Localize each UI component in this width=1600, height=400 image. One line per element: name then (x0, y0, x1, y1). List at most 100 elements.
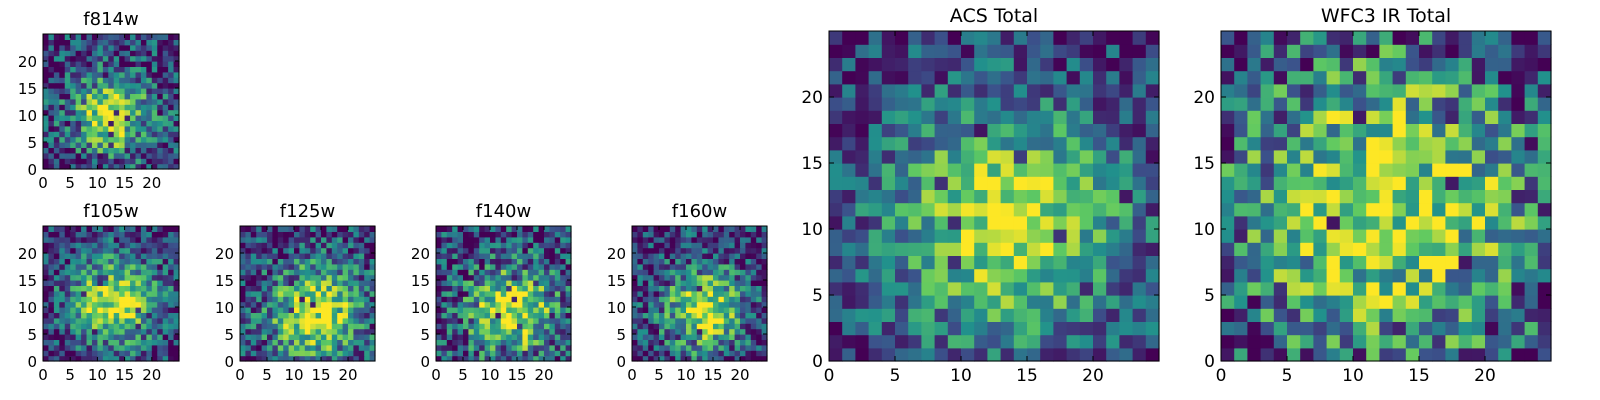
f814w-pixel (113, 93, 120, 100)
wfc3-ir-total-pixel (1511, 136, 1526, 151)
f105w-pixel (53, 334, 60, 340)
f160w-pixel (632, 280, 638, 286)
f160w-pixel (745, 242, 752, 249)
f814w-pixel (53, 104, 60, 111)
f125w-pixel (261, 226, 268, 232)
f140w-pixel (479, 339, 486, 346)
f814w-pixel (86, 61, 93, 67)
f814w-pixel (53, 147, 60, 154)
wfc3-ir-total-pixel (1273, 281, 1288, 296)
wfc3-ir-total-pixel (1287, 97, 1301, 111)
f125w-pixel (256, 269, 263, 276)
f105w-pixel (75, 285, 82, 292)
wfc3-ir-total-pixel (1366, 242, 1380, 256)
f814w-pixel (102, 61, 109, 67)
acs-total-pixel (1145, 308, 1160, 322)
wfc3-ir-total-xtick-label: 15 (1408, 366, 1430, 386)
wfc3-ir-total-pixel (1260, 281, 1275, 296)
f125w-pixel (321, 350, 327, 357)
acs-total-pixel (934, 176, 949, 190)
f140w-pixel (506, 344, 513, 351)
acs-total-pixel (947, 57, 962, 72)
f105w-pixel (64, 247, 71, 254)
f814w-pixel (97, 39, 104, 46)
acs-total-pixel (908, 57, 922, 72)
wfc3-ir-total-ytick-label: 20 (1193, 88, 1215, 108)
f160w-pixel (729, 323, 736, 330)
wfc3-ir-total-pixel (1511, 57, 1526, 72)
f140w-pixel (544, 263, 550, 270)
f140w-title: f140w (476, 201, 531, 222)
f814w-pixel (97, 152, 104, 159)
f105w-pixel (75, 269, 82, 276)
f125w-pixel (310, 236, 317, 243)
f814w-pixel (157, 120, 164, 127)
acs-total-pixel (961, 242, 975, 256)
f140w-pixel (473, 274, 480, 281)
f160w-pixel (756, 242, 763, 249)
f160w-pixel (642, 258, 649, 265)
f105w-pixel (81, 355, 88, 362)
acs-total-pixel (1132, 321, 1147, 336)
wfc3-ir-total-pixel (1260, 83, 1275, 98)
acs-total-pixel (1040, 268, 1054, 283)
f125w-pixel (326, 323, 333, 330)
f160w-pixel (675, 285, 682, 292)
f140w-pixel (463, 344, 469, 351)
f125w-pixel (348, 317, 354, 324)
f160w-xtick-label: 15 (703, 366, 722, 384)
f125w-pixel (299, 339, 306, 346)
acs-total-pixel (974, 321, 988, 336)
f125w-pixel (342, 236, 349, 243)
f125w-xtick-label: 15 (311, 366, 330, 384)
f140w-pixel (463, 355, 469, 362)
f814w-pixel (130, 104, 137, 111)
f140w-pixel (452, 290, 459, 297)
f125w-pixel (348, 350, 354, 357)
f160w-pixel (637, 350, 644, 357)
acs-total-pixel (1132, 281, 1147, 296)
wfc3-ir-total-pixel (1221, 149, 1235, 164)
acs-total-pixel (1093, 97, 1107, 111)
f125w-pixel (277, 247, 284, 254)
acs-total-pixel (1027, 83, 1041, 98)
f125w-pixel (358, 307, 365, 313)
f125w-pixel (288, 301, 295, 308)
f105w-pixel (48, 328, 55, 335)
wfc3-ir-total-pixel (1366, 321, 1380, 336)
wfc3-ir-total-pixel (1260, 215, 1275, 230)
f814w-pixel (102, 50, 109, 57)
acs-total-pixel (1013, 334, 1028, 349)
wfc3-ir-total-pixel (1247, 321, 1262, 336)
f140w-pixel (517, 280, 523, 286)
f140w-pixel (538, 269, 545, 276)
f105w-pixel (113, 350, 120, 357)
f814w-pixel (130, 66, 137, 73)
wfc3-ir-total-pixel (1353, 281, 1367, 296)
f125w-pixel (283, 344, 290, 351)
f160w-pixel (702, 269, 709, 276)
wfc3-ir-total-pixel (1221, 202, 1235, 217)
acs-total-pixel (947, 215, 962, 230)
f105w-pixel (86, 253, 93, 259)
f105w-pixel (135, 323, 142, 330)
wfc3-ir-total-pixel (1392, 295, 1407, 309)
acs-total-pixel (974, 176, 988, 190)
f105w-pixel (135, 280, 142, 286)
f125w-pixel (331, 274, 338, 281)
acs-total-pixel (947, 83, 962, 98)
f105w-pixel (81, 226, 88, 232)
f814w-pixel (173, 50, 180, 57)
f814w-pixel (48, 98, 55, 105)
f140w-pixel (527, 263, 534, 270)
f160w-pixel (632, 323, 638, 330)
f140w-pixel (457, 274, 464, 281)
f125w-pixel (256, 242, 263, 249)
acs-total-pixel (895, 347, 909, 362)
f105w-pixel (140, 274, 147, 281)
f160w-pixel (686, 350, 692, 357)
wfc3-ir-total-pixel (1432, 334, 1446, 349)
f125w-pixel (256, 236, 263, 243)
f125w-pixel (353, 301, 360, 308)
f140w-pixel (468, 307, 475, 313)
